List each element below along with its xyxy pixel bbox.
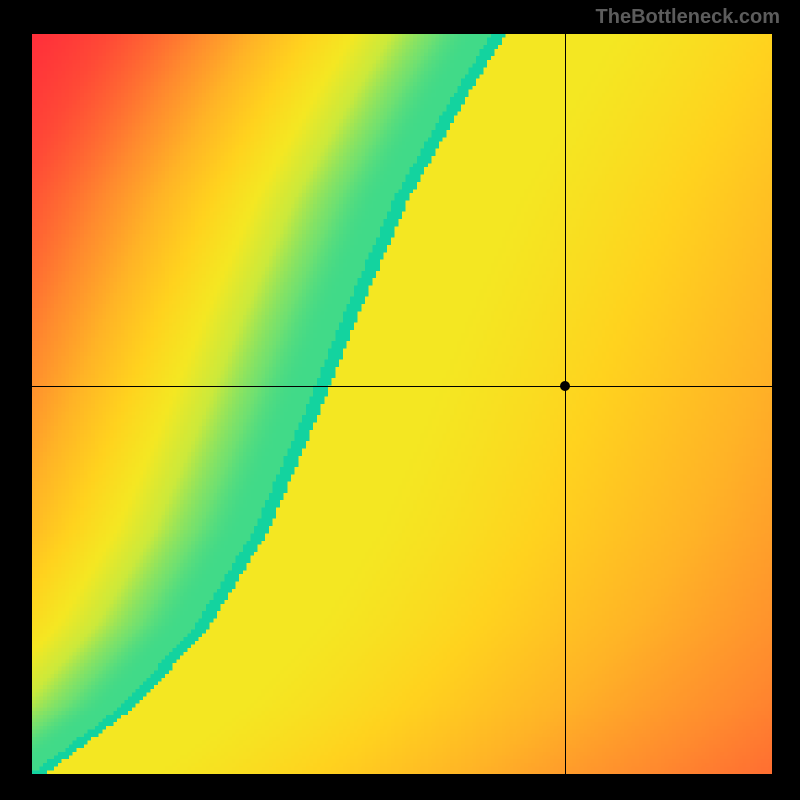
crosshair-horizontal-line [32,386,772,387]
watermark-text: TheBottleneck.com [596,6,780,29]
crosshair-marker-dot [560,381,570,391]
crosshair-vertical-line [565,34,566,774]
heatmap-plot-area [32,34,772,774]
heatmap-canvas [32,34,772,774]
